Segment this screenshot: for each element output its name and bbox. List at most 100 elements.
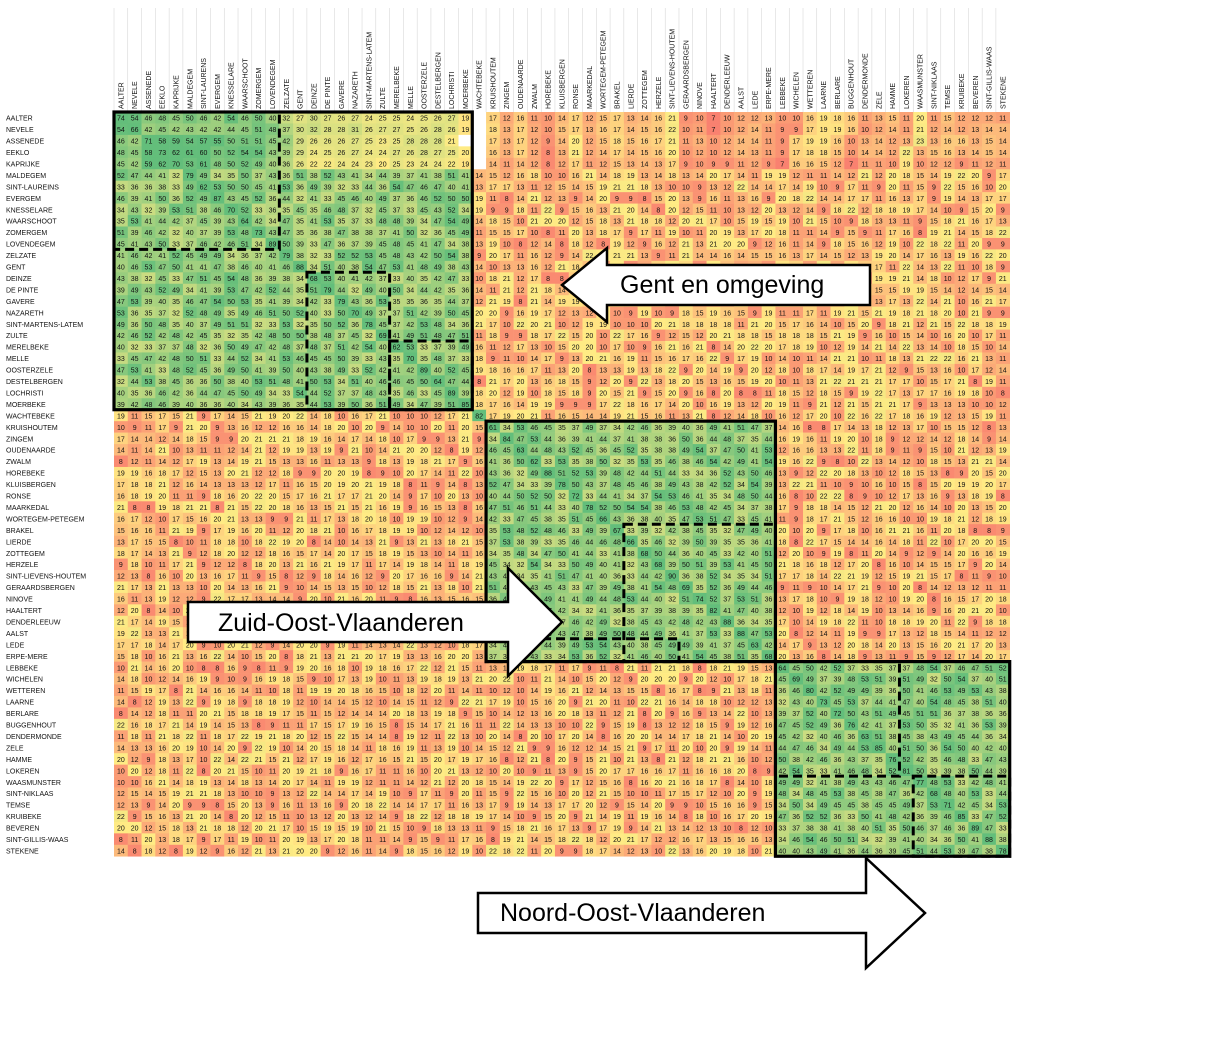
heatmap-cell <box>899 123 914 136</box>
cell-value: 36 <box>269 207 277 214</box>
cell-value: 12 <box>971 116 979 123</box>
cell-value: 14 <box>999 127 1007 134</box>
cell-value: 33 <box>324 196 332 203</box>
heatmap-cell <box>238 169 253 181</box>
column-label: HAALTERT <box>711 72 718 109</box>
cell-value: 10 <box>889 161 897 168</box>
heatmap-cell <box>940 169 955 181</box>
cell-value: 14 <box>627 127 635 134</box>
row-label: BUGGENHOUT <box>6 723 57 730</box>
cell-value: 50 <box>158 196 166 203</box>
heatmap-cell <box>582 112 597 124</box>
row-label: LIERDE <box>6 539 32 546</box>
cell-value: 70 <box>172 161 180 168</box>
heatmap-cell <box>182 123 197 136</box>
row-label: HOREBEKE <box>6 471 45 478</box>
heatmap-cell <box>830 112 845 124</box>
heatmap-cell <box>389 134 404 147</box>
cell-value: 16 <box>751 196 759 203</box>
heatmap-cell <box>816 112 831 124</box>
cell-value: 9 <box>629 196 633 203</box>
cell-value: 11 <box>503 161 510 168</box>
column-label: SINT-MARTENS-LATEM <box>366 32 373 109</box>
heatmap-cell <box>417 169 432 181</box>
heatmap-cell <box>803 169 818 181</box>
cell-value: 44 <box>365 184 373 191</box>
heatmap-cell <box>913 134 928 147</box>
cell-value: 8 <box>546 161 550 168</box>
cell-value: 27 <box>296 116 304 123</box>
cell-value: 50 <box>227 184 235 191</box>
row-label: NINOVE <box>6 597 33 604</box>
cell-value: 11 <box>751 173 758 180</box>
heatmap-cell <box>444 157 459 170</box>
cell-value: 15 <box>599 116 607 123</box>
cell-value: 20 <box>668 196 676 203</box>
heatmap-cell <box>389 123 404 136</box>
heatmap-cell <box>899 134 914 147</box>
heatmap-cell <box>224 134 239 147</box>
row-label: SINT-MARTENS-LATEM <box>6 322 83 329</box>
cell-value: 45 <box>296 207 304 214</box>
heatmap-cell <box>665 157 680 170</box>
cell-value: 36 <box>145 184 153 191</box>
cell-value: 11 <box>903 127 910 134</box>
cell-value: 50 <box>241 184 249 191</box>
cell-value: 27 <box>351 139 359 146</box>
heatmap-cell <box>913 112 928 124</box>
heatmap-cell <box>169 123 184 136</box>
heatmap-cell <box>141 146 156 159</box>
cell-value: 43 <box>186 127 194 134</box>
cell-value: 23 <box>365 161 373 168</box>
heatmap-cell <box>196 169 211 181</box>
heatmap-cell <box>954 123 969 136</box>
cell-value: 87 <box>213 196 221 203</box>
cell-value: 10 <box>544 173 552 180</box>
column-label: HOREBEKE <box>546 70 553 109</box>
cell-value: 54 <box>393 184 401 191</box>
cell-value: 16 <box>944 150 952 157</box>
heatmap-cell <box>995 112 1010 124</box>
cell-value: 45 <box>255 184 263 191</box>
row-label: KNESSELARE <box>6 207 53 214</box>
heatmap-cell <box>706 112 721 124</box>
heatmap-cell <box>265 146 280 159</box>
heatmap-cell <box>596 134 611 147</box>
cell-value: 34 <box>365 173 373 180</box>
cell-value: 36 <box>282 161 290 168</box>
heatmap-cell <box>858 146 873 159</box>
cell-value: 46 <box>420 196 428 203</box>
heatmap-cell <box>568 157 583 170</box>
cell-value: 16 <box>847 116 855 123</box>
cell-value: 52 <box>241 161 249 168</box>
cell-value: 22 <box>544 207 552 214</box>
heatmap-cell <box>348 134 363 147</box>
heatmap-cell <box>265 169 280 181</box>
cell-value: 12 <box>530 150 538 157</box>
cell-value: 12 <box>958 127 966 134</box>
column-label: NINOVE <box>697 82 704 109</box>
column-label: MELLE <box>408 86 415 109</box>
cell-value: 10 <box>668 184 676 191</box>
cell-value: 14 <box>944 127 952 134</box>
heatmap-cell <box>320 123 335 136</box>
cell-value: 12 <box>751 207 759 214</box>
heatmap-cell <box>141 157 156 170</box>
cell-value: 44 <box>145 173 153 180</box>
cell-value: 40 <box>269 161 277 168</box>
cell-value: 14 <box>792 184 800 191</box>
row-label: DE PINTE <box>6 287 39 294</box>
heatmap-cell <box>114 169 129 181</box>
cell-value: 21 <box>668 139 676 146</box>
heatmap-cell <box>238 157 253 170</box>
cell-value: 51 <box>255 139 263 146</box>
cell-value: 42 <box>131 139 139 146</box>
row-label: GERAARDSBERGEN <box>6 585 75 592</box>
heatmap-cell <box>596 157 611 170</box>
heatmap-cell <box>486 146 501 159</box>
cell-value: 13 <box>558 196 566 203</box>
heatmap-cell <box>968 134 983 147</box>
cell-value: 13 <box>503 139 511 146</box>
heatmap-cell <box>954 146 969 159</box>
heatmap-cell <box>789 134 804 147</box>
